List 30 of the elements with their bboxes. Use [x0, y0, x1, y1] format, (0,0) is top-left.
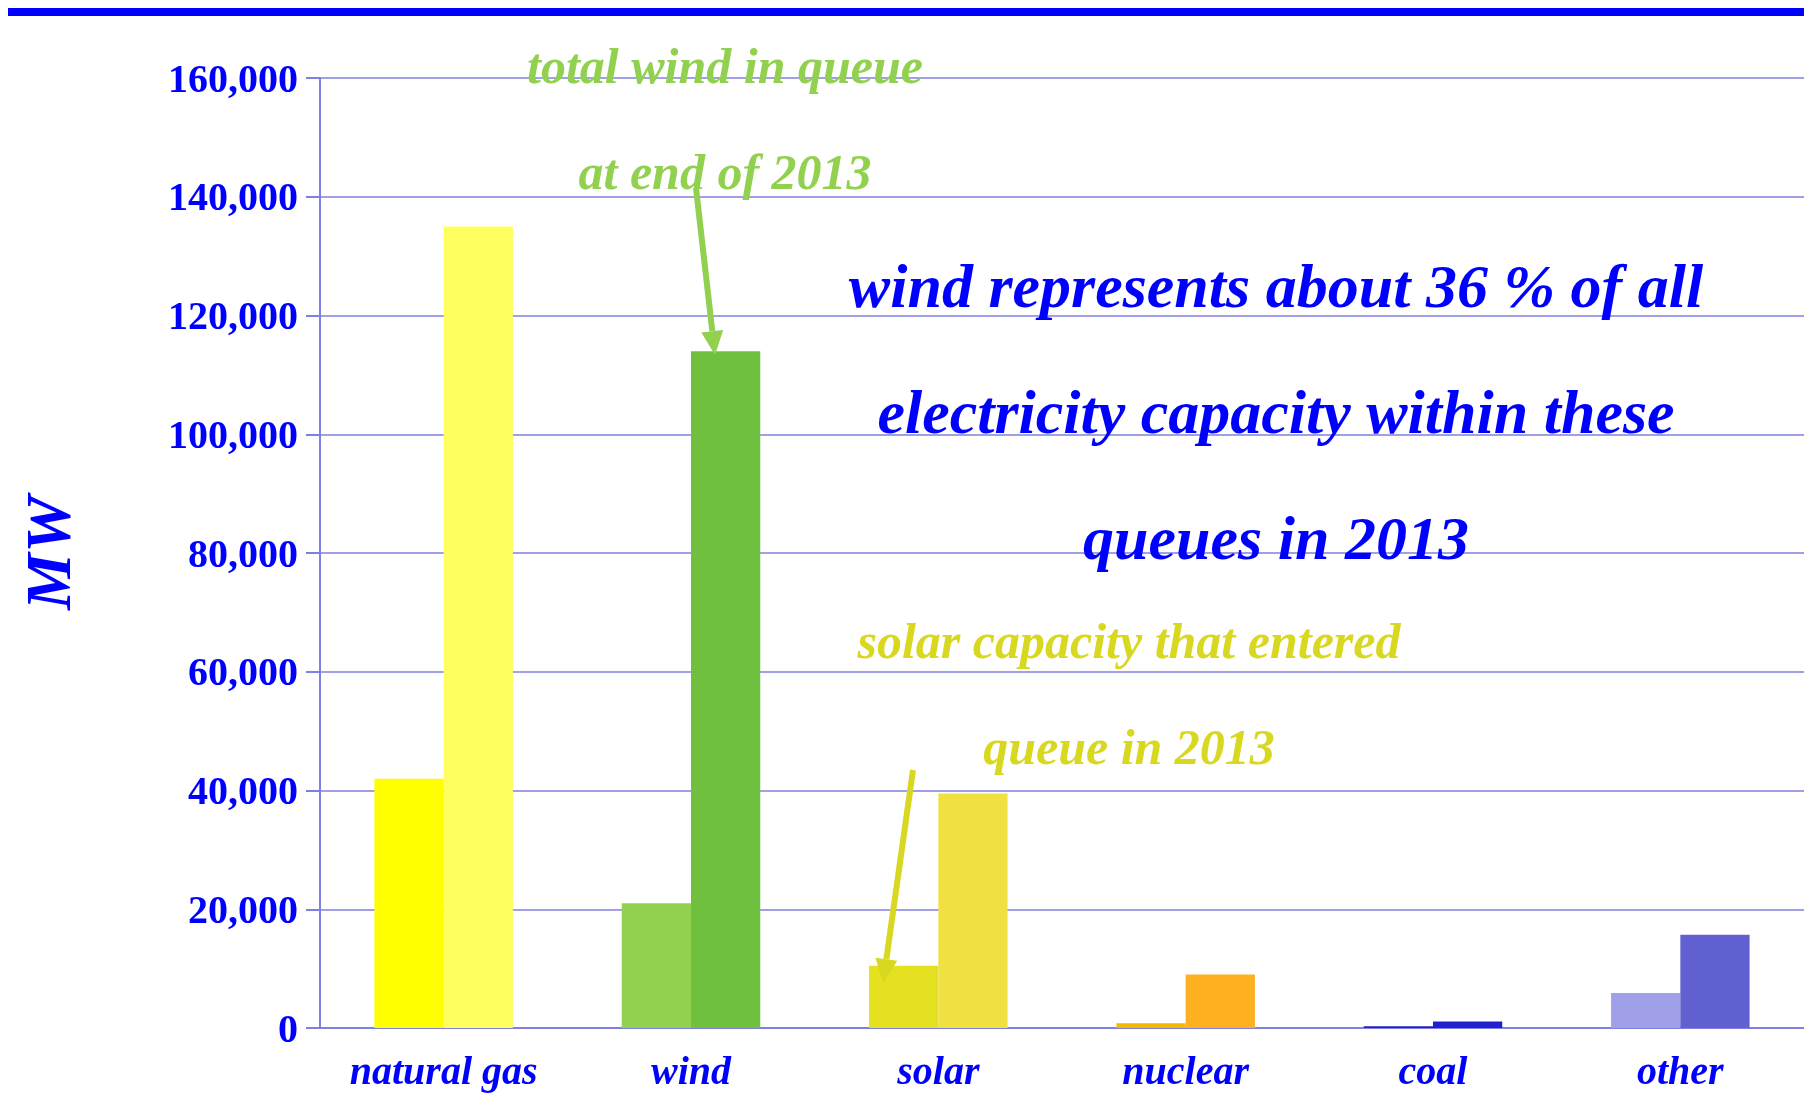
y-tick-label: 100,000	[168, 411, 298, 457]
x-tick-label: nuclear	[1122, 1047, 1250, 1093]
annotation: wind represents about 36 % of all electricity capacity within these queues in 2013	[848, 252, 1704, 572]
x-tick-label: coal	[1398, 1047, 1469, 1093]
bar	[938, 793, 1008, 1028]
y-tick-label: 0	[278, 1005, 298, 1051]
y-axis-title: MW	[12, 492, 84, 611]
bar	[1611, 992, 1681, 1028]
x-tick-label: other	[1636, 1047, 1725, 1093]
bar	[1680, 934, 1750, 1028]
bar	[374, 778, 444, 1028]
y-tick-label: 20,000	[188, 886, 298, 932]
bar	[1185, 974, 1255, 1028]
x-tick-label: solar	[896, 1047, 980, 1093]
y-tick-label: 40,000	[188, 768, 298, 813]
x-tick-label: natural gas	[349, 1047, 538, 1093]
y-tick-label: 120,000	[168, 293, 298, 338]
bar	[691, 351, 761, 1028]
annotation: solar capacity that entered queue in 2013	[856, 613, 1402, 775]
y-tick-label: 80,000	[188, 530, 298, 576]
bar	[1433, 1021, 1503, 1028]
annotation: total wind in queue at end of 2013	[527, 38, 923, 200]
y-tick-label: 160,000	[168, 55, 298, 101]
bar	[1116, 1023, 1186, 1028]
y-tick-label: 140,000	[168, 174, 298, 220]
bar	[621, 903, 691, 1028]
bar	[869, 965, 939, 1028]
x-tick-label: wind	[650, 1047, 733, 1093]
bar	[443, 226, 513, 1028]
y-tick-label: 60,000	[188, 649, 298, 695]
